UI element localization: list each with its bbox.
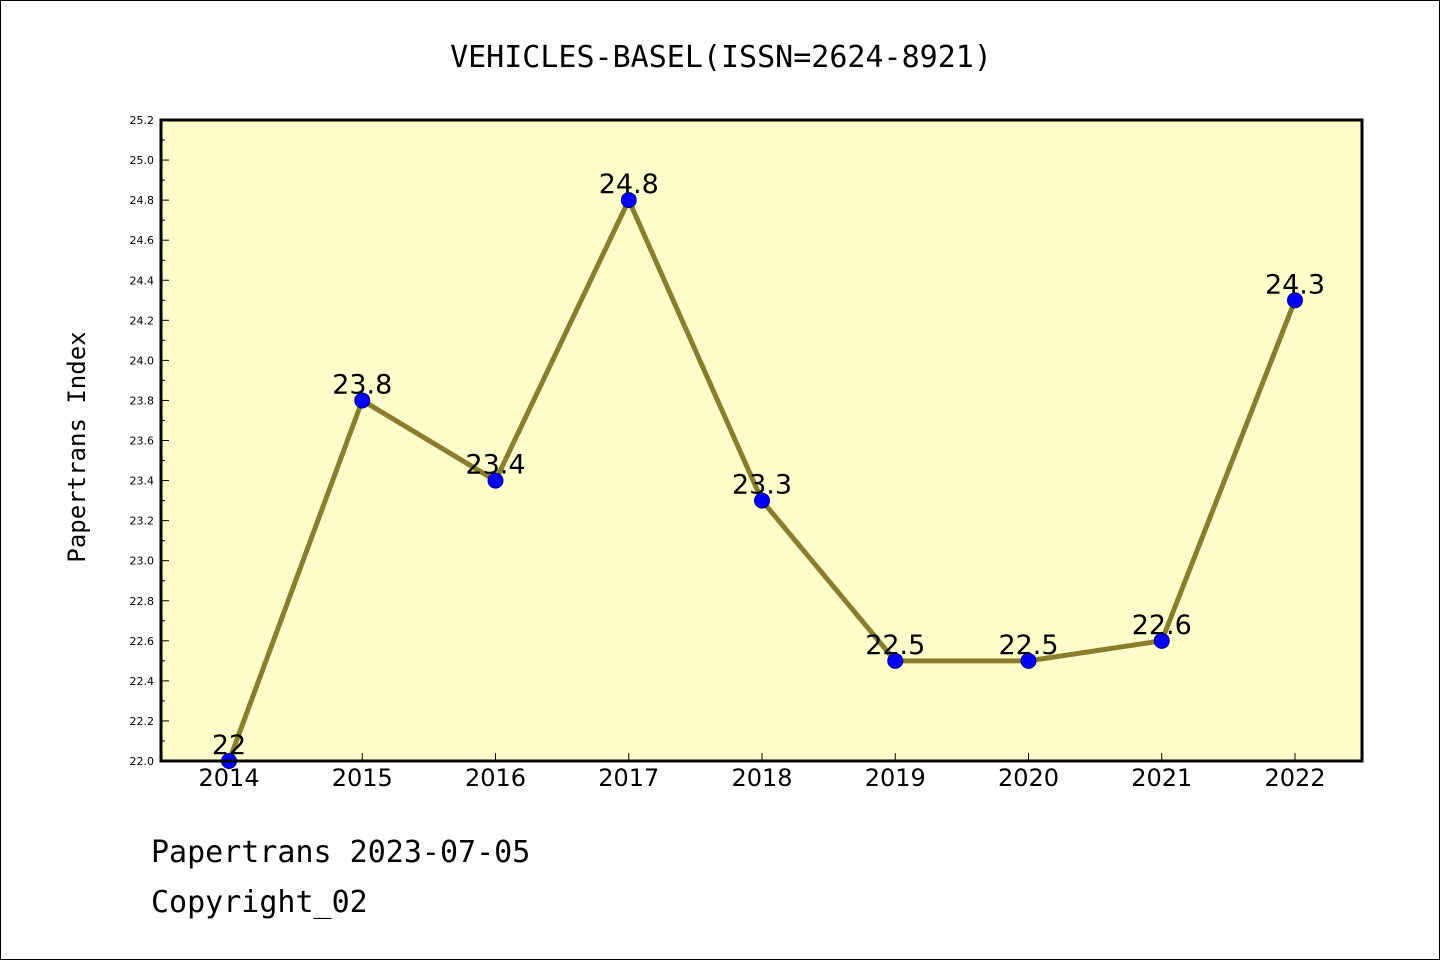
data-label: 22 xyxy=(212,730,246,761)
y-tick-label: 25.2 xyxy=(130,114,155,127)
x-tick-label: 2019 xyxy=(865,764,926,792)
data-label: 23.4 xyxy=(465,450,525,481)
chart-title: VEHICLES-BASEL(ISSN=2624-8921) xyxy=(450,40,992,75)
y-tick-label: 22.0 xyxy=(130,755,155,768)
footer-date: Papertrans 2023-07-05 xyxy=(151,835,531,870)
x-tick-label: 2015 xyxy=(332,764,393,792)
markers-layer xyxy=(221,192,1303,769)
y-tick-label: 24.2 xyxy=(130,314,155,327)
footer-copyright: Copyright_02 xyxy=(151,885,368,920)
data-label: 22.5 xyxy=(865,630,925,661)
y-tick-label: 24.8 xyxy=(130,194,155,207)
x-tick-label: 2020 xyxy=(998,764,1059,792)
y-tick-label: 23.2 xyxy=(130,515,155,528)
y-tick-label: 24.0 xyxy=(130,354,155,367)
data-point xyxy=(620,192,637,209)
y-tick-label: 23.8 xyxy=(130,394,155,407)
y-tick-label: 24.4 xyxy=(130,274,155,287)
y-tick-label: 22.6 xyxy=(130,635,155,648)
data-point xyxy=(754,492,770,509)
y-tick-label: 22.8 xyxy=(130,595,155,608)
data-point xyxy=(887,652,904,669)
x-tick-label: 2018 xyxy=(731,764,792,792)
y-tick-label: 23.4 xyxy=(130,475,155,488)
data-point xyxy=(1287,292,1303,309)
y-tick-label: 25.0 xyxy=(130,154,155,167)
x-tick-label: 2017 xyxy=(598,764,659,792)
data-label: 22.6 xyxy=(1132,610,1192,641)
x-tick-label: 2022 xyxy=(1264,764,1325,792)
y-tick-label: 23.6 xyxy=(130,435,155,448)
y-tick-label: 23.0 xyxy=(130,555,155,568)
data-point xyxy=(1153,632,1170,649)
x-tick-label: 2016 xyxy=(465,764,526,792)
x-tick-label: 2021 xyxy=(1131,764,1192,792)
data-label: 22.5 xyxy=(998,630,1058,661)
y-tick-label: 24.6 xyxy=(130,234,155,247)
data-point xyxy=(1020,652,1037,669)
y-axis-ticks: 22.0 22.2 22.4 22.6 22.8 23.0 23.2 23.4 23.6 23.8… xyxy=(130,114,169,768)
y-tick-label: 22.4 xyxy=(130,675,155,688)
y-axis-label: Papertrans Index xyxy=(63,331,91,562)
data-label: 24.8 xyxy=(599,169,659,200)
data-labels-layer: 22 23.8 23.4 24.8 23.3 22.5 22.5 22.6 24.3 xyxy=(212,169,1325,761)
data-point xyxy=(354,392,371,409)
plot-area xyxy=(161,120,1362,761)
data-label: 23.3 xyxy=(732,470,792,501)
data-label: 23.8 xyxy=(332,369,392,400)
data-label: 24.3 xyxy=(1265,269,1325,300)
y-tick-label: 22.2 xyxy=(130,715,155,728)
plot-frame xyxy=(159,118,1364,763)
data-point xyxy=(487,472,504,489)
x-axis-ticks: 2014 2015 2016 2017 2018 2019 2020 2021 2022 xyxy=(198,753,1326,792)
